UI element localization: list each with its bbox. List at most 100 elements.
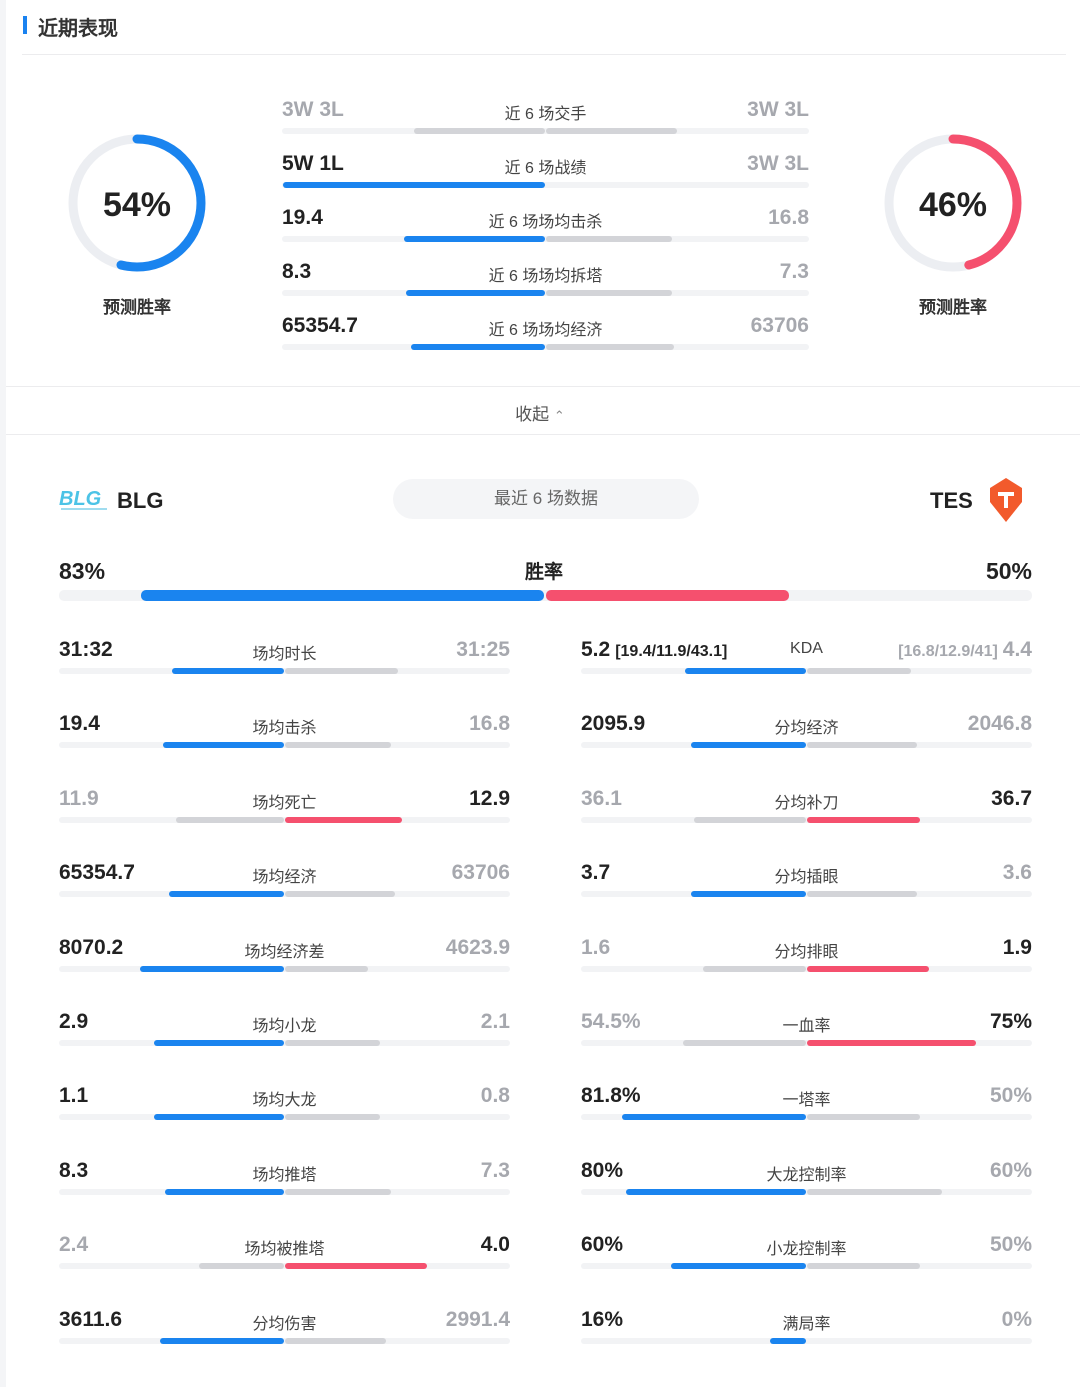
stat-bar-track	[581, 1040, 1032, 1046]
stat-bar-track	[581, 816, 1032, 823]
stat-label: 大龙控制率	[766, 1166, 847, 1184]
stat-row: 65354.7 场均经济 63706	[59, 861, 510, 901]
stat-row: 8.3 场均推塔 7.3	[59, 1159, 510, 1199]
recent-row: 19.4 近 6 场场均击杀 16.8	[282, 206, 809, 246]
recent-left-value: 65354.7	[282, 314, 358, 337]
stat-right-value: 2.1	[481, 1010, 510, 1034]
stat-left-bar	[198, 1263, 284, 1270]
stat-left-value: 54.5%	[581, 1010, 641, 1034]
stat-left-number: 3611.6	[59, 1307, 123, 1331]
recent-label: 近 6 场战绩	[504, 160, 587, 177]
stat-right-bar	[285, 1337, 387, 1344]
stat-right-bar	[807, 816, 920, 823]
recent-left-bar	[403, 236, 545, 242]
stat-left-number: 3.7	[581, 861, 611, 885]
stat-label: 分均插眼	[774, 869, 839, 887]
stat-left-number: 60%	[581, 1233, 624, 1257]
stat-right-number: 36.7	[991, 786, 1032, 810]
stat-left-number: 65354.7	[59, 861, 135, 885]
stat-left-value: 2095.9	[581, 712, 645, 736]
stat-label: 场均被推塔	[244, 1241, 325, 1259]
right-winrate: 50%	[985, 558, 1032, 584]
stat-left-bar	[153, 1114, 284, 1121]
svg-text:BLG: BLG	[59, 488, 101, 510]
stat-bar-track	[59, 1337, 510, 1344]
recent-right-value: 7.3	[779, 260, 809, 283]
stat-right-value: [16.8/12.9/41] 4.4	[898, 638, 1032, 662]
stat-right-bar	[807, 1040, 976, 1046]
stat-left-value: 2.4	[59, 1233, 88, 1257]
collapse-button[interactable]: 收起 ⌃	[490, 400, 590, 425]
stat-row: 2.4 场均被推塔 4.0	[59, 1233, 510, 1273]
stat-right-value: 16.8	[469, 712, 510, 736]
stat-left-bar	[176, 816, 284, 823]
stat-bar-track	[59, 816, 510, 823]
stat-right-number: 50%	[989, 1084, 1032, 1108]
recent-left-value: 19.4	[282, 206, 323, 229]
stat-row: 31:32 场均时长 31:25	[59, 638, 510, 678]
stat-right-value: 60%	[990, 1159, 1032, 1183]
stat-left-bar	[169, 891, 284, 898]
stat-right-value: 7.3	[481, 1159, 510, 1183]
stat-left-number: 54.5%	[581, 1010, 641, 1033]
stat-label: 分均排眼	[774, 943, 839, 961]
stat-left-number: 2095.9	[581, 712, 646, 736]
recent-right-value: 3W 3L	[747, 152, 809, 175]
stat-row: 1.6 分均排眼 1.9	[581, 936, 1032, 976]
stat-right-value: 3.6	[1003, 861, 1032, 885]
recent-bar-track	[282, 344, 809, 350]
stat-bar-track	[581, 891, 1032, 898]
stat-right-value: 36.7	[991, 787, 1032, 811]
stat-right-value: 0%	[1002, 1308, 1032, 1332]
divider	[6, 386, 1080, 387]
blg-logo-icon: BLG	[59, 488, 107, 510]
stat-row: 16% 满局率 0%	[581, 1308, 1032, 1348]
recent-right-bar	[546, 344, 675, 350]
stat-row: 8070.2 场均经济差 4623.9	[59, 936, 510, 976]
left-win-prob-ring	[68, 134, 206, 272]
stat-left-bar	[171, 668, 284, 674]
recent-row: 5W 1L 近 6 场战绩 3W 3L	[282, 152, 809, 192]
stat-right-bar	[285, 1114, 380, 1121]
stat-left-number: 2.9	[59, 1010, 89, 1033]
stat-right-bar	[807, 1263, 920, 1270]
stat-bar-track	[59, 742, 510, 749]
stat-label: 分均补刀	[774, 794, 839, 812]
recent-data-filter[interactable]: 最近 6 场数据	[393, 479, 699, 519]
stat-row: 1.1 场均大龙 0.8	[59, 1084, 510, 1124]
divider	[22, 54, 1066, 55]
stat-left-bar	[162, 742, 284, 749]
stat-left-value: 19.4	[59, 712, 100, 736]
stat-left-bar	[702, 965, 806, 972]
stat-left-bar	[683, 1040, 806, 1046]
recent-row: 8.3 近 6 场场均拆塔 7.3	[282, 260, 809, 300]
stat-label: 场均小龙	[252, 1018, 317, 1035]
stat-left-number: 81.8%	[581, 1084, 641, 1108]
stat-right-bar	[285, 1263, 427, 1270]
stat-row: 36.1 分均补刀 36.7	[581, 787, 1032, 827]
recent-bar-track	[282, 182, 809, 188]
recent-performance-card	[6, 0, 1080, 1387]
stat-label: 一血率	[782, 1018, 831, 1035]
stat-label: 小龙控制率	[766, 1241, 847, 1259]
stat-right-bar	[807, 668, 911, 674]
stat-left-number: 31:32	[59, 638, 113, 661]
stat-left-number: 8.3	[59, 1158, 89, 1182]
stat-left-value: 3.7	[581, 861, 610, 885]
stat-right-detail: [16.8/12.9/41]	[898, 643, 998, 660]
stat-right-bar	[285, 965, 369, 972]
stat-right-value: 50%	[990, 1084, 1032, 1108]
divider	[6, 434, 1080, 435]
stat-right-number: 63706	[451, 861, 510, 885]
stat-row: 81.8% 一塔率 50%	[581, 1084, 1032, 1124]
recent-right-bar	[546, 128, 677, 134]
stat-right-number: 75%	[989, 1010, 1032, 1033]
recent-bar-track	[282, 290, 809, 296]
stat-right-number: 12.9	[469, 786, 510, 810]
stat-right-value: 4.0	[481, 1233, 510, 1257]
stat-bar-track	[581, 668, 1032, 674]
stat-left-number: 2.4	[59, 1233, 89, 1257]
stat-label: 场均推塔	[252, 1166, 317, 1184]
stat-right-number: 4.4	[1002, 638, 1032, 661]
stat-right-number: 31:25	[456, 638, 510, 661]
